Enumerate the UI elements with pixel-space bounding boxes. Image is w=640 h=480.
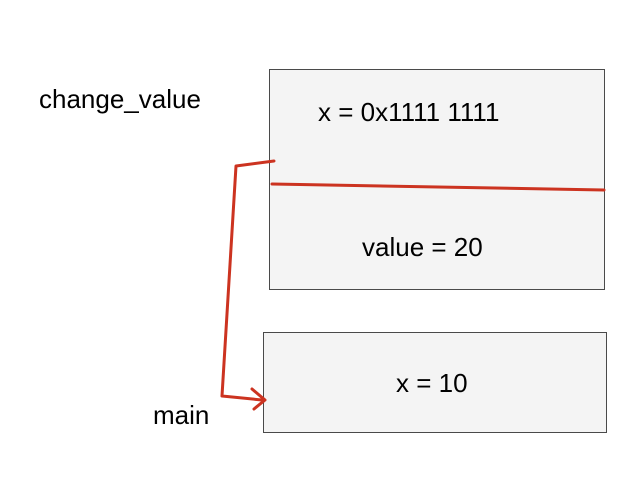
frame-label-main: main [153, 400, 210, 430]
main-x-cell: x = 10 [396, 368, 468, 398]
main-frame: x = 10 [263, 332, 607, 433]
frame-label-change-value: change_value [39, 84, 201, 114]
change-value-value-cell: value = 20 [362, 232, 483, 262]
change-value-frame: x = 0x1111 1111 value = 20 [269, 69, 605, 290]
change-value-x-cell: x = 0x1111 1111 [318, 97, 500, 127]
